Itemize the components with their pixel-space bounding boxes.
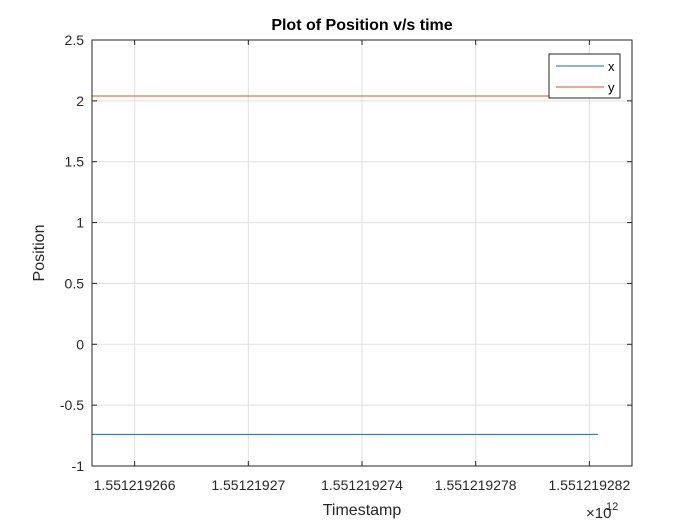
chart-title: Plot of Position v/s time [271,17,452,34]
legend-label-x: x [608,59,615,74]
x-tick-label: 1.551219278 [435,477,517,493]
x-exponent-power: 12 [606,501,618,513]
y-tick-label: -0.5 [60,397,84,413]
y-tick-label: -1 [72,458,85,474]
x-axis-label: Timestamp [323,502,402,519]
y-tick-label: 2 [76,93,84,109]
y-tick-label: 1 [76,215,84,231]
y-tick-label: 0.5 [65,275,85,291]
y-axis-label: Position [31,225,48,282]
x-tick-label: 1.551219274 [321,477,403,493]
legend: xy [548,53,621,99]
tick-labels: 1.551219266 1.55121927 1.551219274 1.551219… [60,32,631,493]
tick-marks [92,39,632,467]
x-tick-label: 1.551219266 [94,477,176,493]
series-layer [92,95,598,435]
x-exponent-base: ×10 [586,505,611,522]
y-tick-label: 0 [76,336,84,352]
y-tick-label: 1.5 [65,154,85,170]
y-tick-label: 2.5 [65,32,85,48]
x-tick-label: 1.551219282 [548,477,630,493]
x-tick-label: 1.55121927 [211,477,285,493]
legend-box [548,53,621,99]
legend-label-y: y [608,80,615,95]
